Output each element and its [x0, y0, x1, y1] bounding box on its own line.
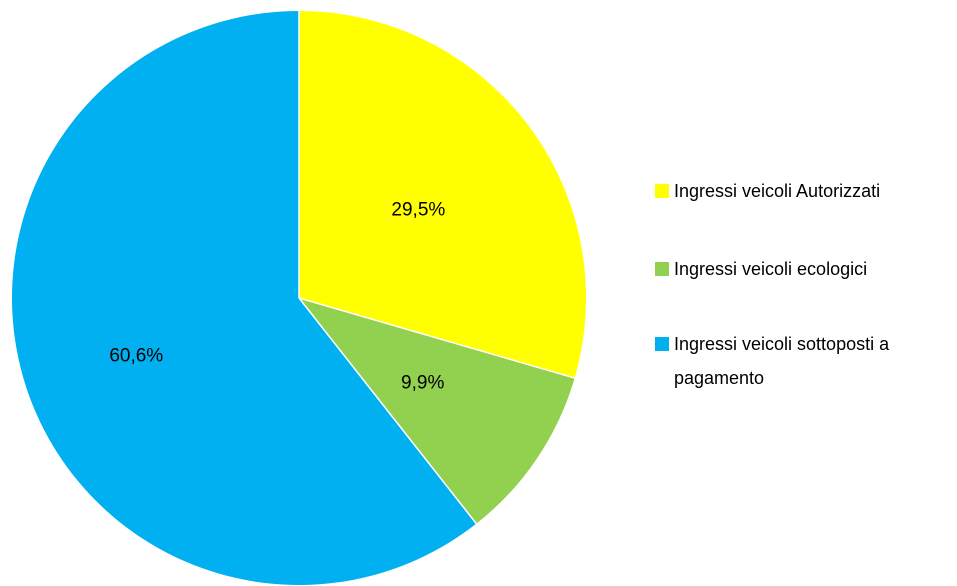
slice-separator	[298, 297, 477, 525]
pie-slice-ingressi-veicoli-autorizzati	[299, 11, 586, 379]
data-label-ingressi-veicoli-sottoposti-a-pagamento: 60,6%	[109, 345, 163, 366]
legend-label: Ingressi veicoli ecologici	[674, 259, 867, 279]
data-label-ingressi-veicoli-ecologici: 9,9%	[401, 372, 444, 393]
legend-swatch	[655, 337, 669, 351]
pie-slice-ingressi-veicoli-sottoposti-a-pagamento	[12, 11, 477, 585]
legend-label: Ingressi veicoli Autorizzati	[674, 181, 880, 201]
legend-label: Ingressi veicoli sottoposti a	[674, 334, 890, 354]
pie-slices	[12, 11, 586, 585]
legend-entry-ingressi-veicoli-autorizzati: Ingressi veicoli Autorizzati	[655, 181, 880, 201]
legend-entry-ingressi-veicoli-sottoposti-a-pagamento: Ingressi veicoli sottoposti a pagamento	[655, 334, 890, 388]
pie-slice-ingressi-veicoli-ecologici	[299, 298, 575, 524]
legend: Ingressi veicoli Autorizzati Ingressi vei…	[655, 181, 890, 388]
data-label-ingressi-veicoli-autorizzati: 29,5%	[391, 199, 445, 220]
slice-separator	[298, 297, 575, 379]
legend-swatch	[655, 262, 669, 276]
legend-label: pagamento	[674, 368, 764, 388]
pie-data-labels: 29,5% 9,9% 60,6%	[109, 199, 445, 393]
legend-entry-ingressi-veicoli-ecologici: Ingressi veicoli ecologici	[655, 259, 867, 279]
legend-swatch	[655, 184, 669, 198]
